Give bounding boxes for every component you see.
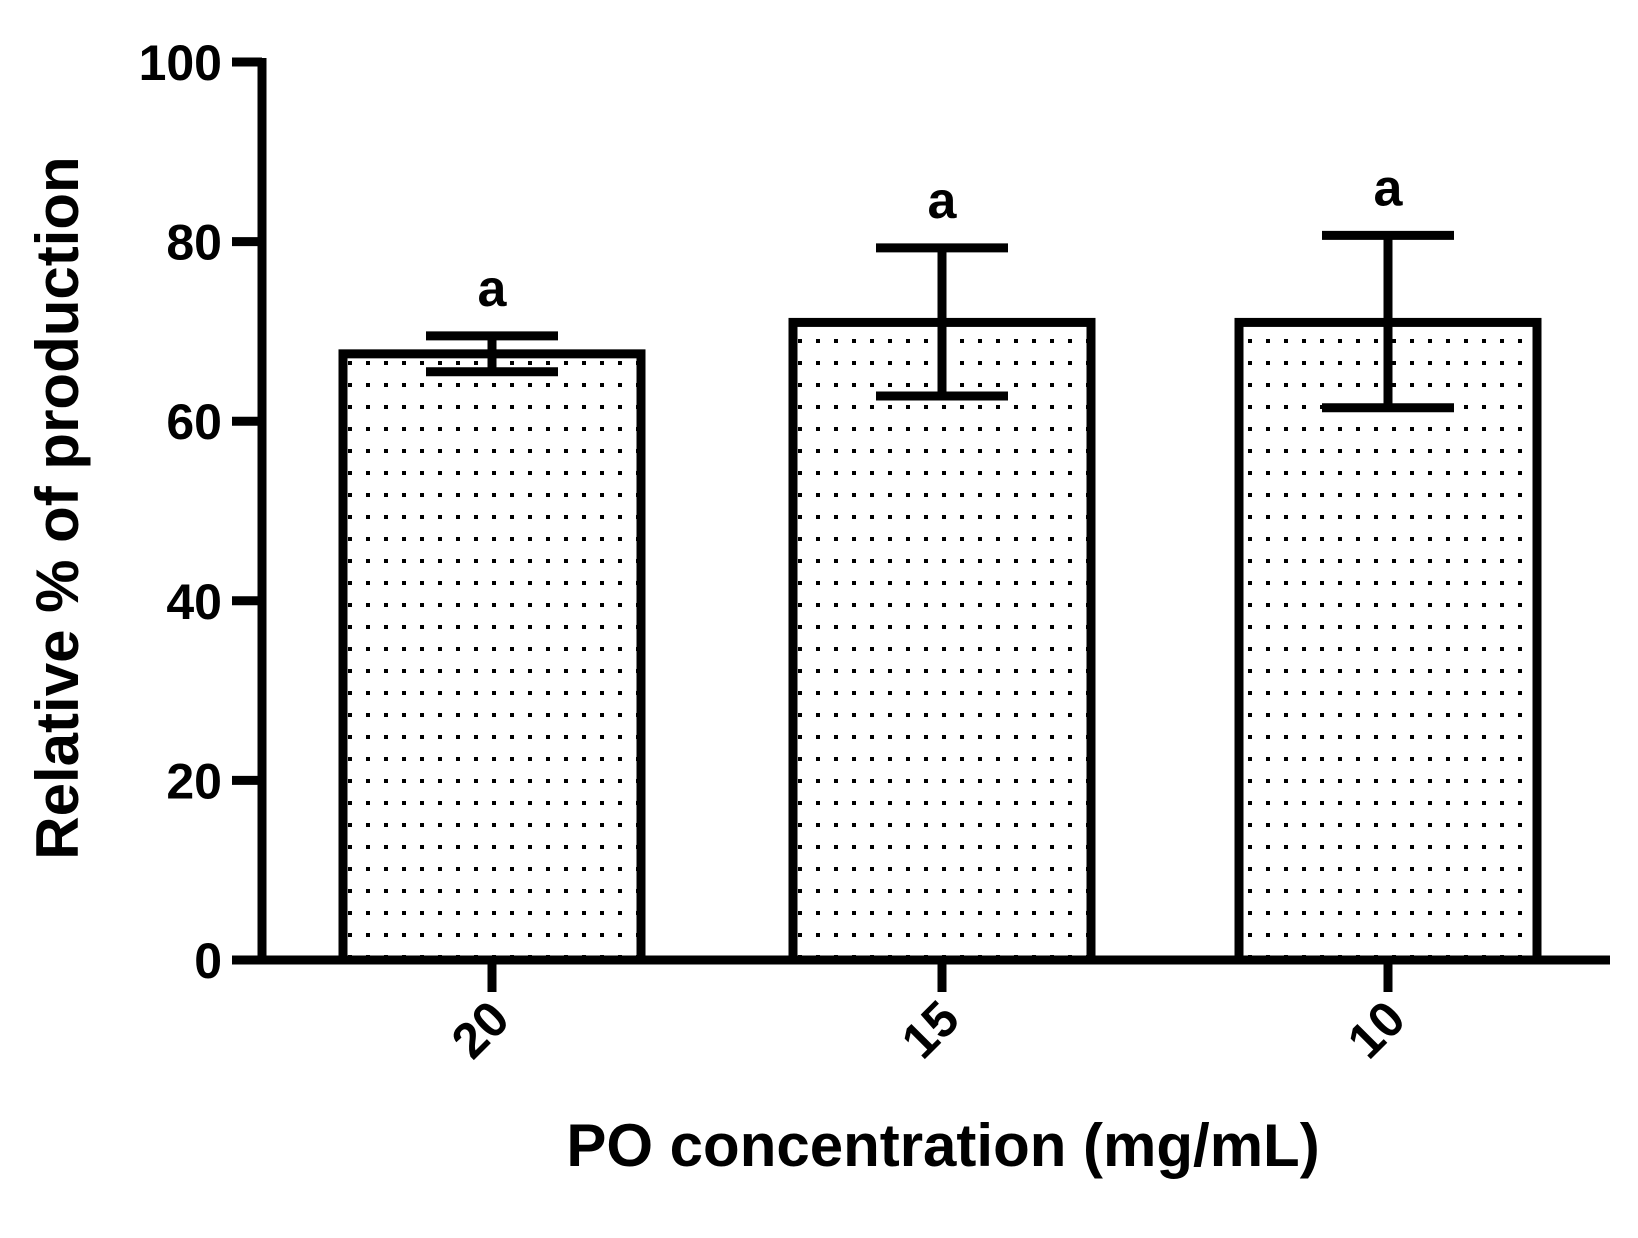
ticks-layer: 0 20 40 60 80 100 20 15 10	[139, 35, 1416, 1069]
x-tick-label-20: 20	[441, 990, 520, 1069]
bar-15	[788, 317, 1096, 965]
bar-20	[338, 349, 646, 965]
error-bars-layer	[426, 230, 1454, 413]
y-tick-label-60: 60	[166, 394, 222, 450]
y-tick-label-100: 100	[139, 35, 222, 91]
x-tick-label-15: 15	[891, 990, 970, 1069]
y-tick-label-40: 40	[166, 574, 222, 630]
y-tick-label-80: 80	[166, 215, 222, 271]
y-tick-label-20: 20	[166, 753, 222, 809]
significance-label-15: a	[928, 172, 958, 230]
x-tick-label-10: 10	[1337, 990, 1416, 1069]
x-axis-title: PO concentration (mg/mL)	[566, 1112, 1319, 1179]
significance-label-10: a	[1374, 159, 1404, 217]
y-axis-title: Relative % of production	[24, 156, 91, 859]
annotations-layer: a a a	[478, 159, 1404, 318]
y-tick-label-0: 0	[194, 933, 222, 989]
error-bar-20	[426, 331, 558, 377]
error-bar-15	[876, 243, 1008, 401]
bar-10	[1234, 317, 1542, 965]
error-bar-10	[1322, 230, 1454, 413]
significance-label-20: a	[478, 260, 508, 318]
bars-layer	[338, 317, 1542, 965]
